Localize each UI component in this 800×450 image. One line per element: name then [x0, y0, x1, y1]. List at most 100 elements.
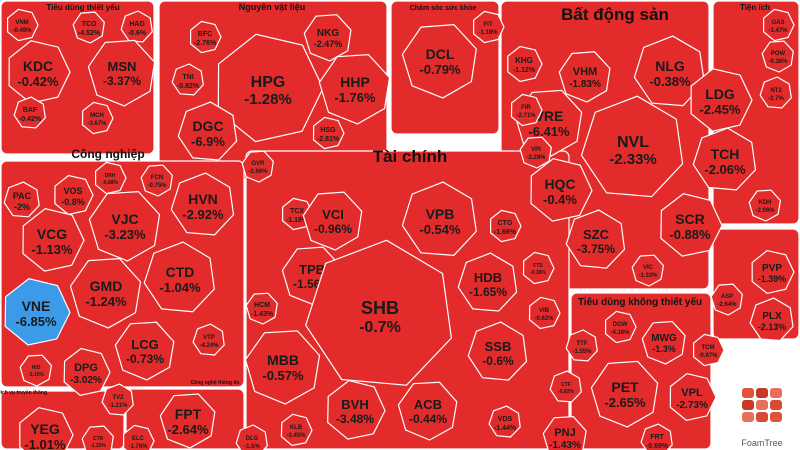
- ticker-label-hhp: HHP: [340, 74, 370, 90]
- stock-cell-gvr[interactable]: [241, 150, 274, 183]
- stock-cell-mwg[interactable]: [641, 320, 686, 365]
- stock-cell-vhm[interactable]: [558, 51, 611, 103]
- stock-cell-shb[interactable]: [305, 239, 453, 386]
- stock-cell-vci[interactable]: [302, 191, 363, 251]
- ticker-label-dpg: DPG: [74, 362, 98, 374]
- stock-cell-fcn[interactable]: [140, 164, 173, 197]
- stock-cell-ssb[interactable]: [467, 321, 528, 381]
- stock-cell-klb[interactable]: [280, 413, 313, 447]
- stock-cell-baf[interactable]: [13, 96, 46, 129]
- stock-cell-fit[interactable]: [473, 10, 505, 44]
- ticker-label-szc: SZC: [583, 227, 610, 242]
- stock-cell-nvl[interactable]: [580, 95, 684, 198]
- stock-cell-lcg[interactable]: [114, 321, 175, 381]
- stock-cell-hvn[interactable]: [170, 172, 235, 236]
- ticker-label-hqc: HQC: [544, 176, 575, 192]
- stock-cell-msn[interactable]: [87, 39, 156, 107]
- stock-cell-dcl[interactable]: [401, 23, 477, 99]
- stock-cell-pow[interactable]: [761, 40, 794, 73]
- change-label-mbb: -0.57%: [262, 368, 304, 383]
- stock-cell-dlg[interactable]: [235, 424, 268, 450]
- stock-cell-tch[interactable]: [692, 127, 757, 191]
- stock-cell-scr[interactable]: [660, 193, 723, 257]
- stock-cell-vtp[interactable]: [192, 323, 225, 356]
- stock-cell-fts[interactable]: [522, 251, 555, 285]
- ticker-label-yeg: YEG: [30, 421, 60, 437]
- stock-cell-ctg[interactable]: [490, 209, 522, 243]
- stock-cell-vos[interactable]: [54, 174, 94, 216]
- change-label-szc: -3.75%: [577, 242, 615, 256]
- stock-cell-ldg[interactable]: [690, 68, 753, 132]
- stock-cell-hqc[interactable]: [530, 158, 593, 222]
- ticker-label-pac: PAC: [13, 191, 32, 201]
- stock-cell-hhp[interactable]: [318, 53, 391, 125]
- stock-cell-dpg[interactable]: [63, 347, 111, 396]
- change-label-tv2: -1.21%: [108, 403, 128, 409]
- ticker-label-vre: VRE: [535, 108, 564, 124]
- stock-cell-khg[interactable]: [507, 45, 543, 83]
- stock-cell-bvh[interactable]: [327, 379, 386, 440]
- stock-cell-tco[interactable]: [72, 11, 105, 44]
- stock-cell-ctf[interactable]: [549, 370, 582, 403]
- stock-cell-kdc[interactable]: [8, 40, 71, 104]
- stock-cell-mch[interactable]: [81, 101, 114, 135]
- stock-cell-gmd[interactable]: [69, 257, 142, 329]
- stock-cell-pac[interactable]: [3, 181, 40, 218]
- stock-cell-hid[interactable]: [19, 354, 53, 387]
- stock-cell-tni[interactable]: [171, 63, 204, 96]
- stock-cell-vpl[interactable]: [669, 372, 717, 421]
- stock-cell-dgc[interactable]: [177, 101, 238, 161]
- group-title-10: Công nghệ thông tin: [191, 380, 240, 386]
- stock-cell-ctr[interactable]: [81, 425, 114, 450]
- stock-cell-vic[interactable]: [631, 254, 665, 287]
- stock-cell-kdh[interactable]: [748, 189, 782, 222]
- stock-cell-vcg[interactable]: [22, 208, 85, 272]
- ticker-label-kdc: KDC: [23, 58, 53, 74]
- change-label-fpt: -2.64%: [167, 422, 209, 437]
- stock-cell-bfc[interactable]: [190, 20, 222, 54]
- stock-cell-ctd[interactable]: [143, 241, 215, 313]
- stock-cell-hsg[interactable]: [312, 116, 345, 150]
- stock-cell-frt[interactable]: [640, 423, 673, 450]
- stock-cell-asp[interactable]: [710, 283, 743, 316]
- stock-cell-fir[interactable]: [510, 93, 543, 127]
- stock-cell-vds[interactable]: [488, 405, 521, 438]
- ticker-label-scr: SCR: [675, 211, 705, 227]
- stock-cell-hpg[interactable]: [217, 33, 324, 143]
- stock-cell-vnm[interactable]: [6, 8, 39, 42]
- stock-cell-hag[interactable]: [120, 10, 153, 43]
- stock-cell-nt2[interactable]: [759, 76, 792, 109]
- stock-cell-acb[interactable]: [397, 381, 458, 441]
- stock-cell-nkg[interactable]: [303, 14, 352, 62]
- stock-cell-hdb[interactable]: [457, 252, 518, 312]
- stock-cell-szc[interactable]: [565, 209, 626, 269]
- ticker-label-tco: TCO: [82, 21, 97, 28]
- stock-cell-vpb[interactable]: [401, 181, 477, 257]
- stock-cell-pet[interactable]: [590, 360, 659, 428]
- stock-cell-pnj[interactable]: [542, 415, 587, 450]
- ticker-label-vcg: VCG: [37, 226, 67, 242]
- stock-cell-drh[interactable]: [94, 161, 127, 195]
- change-label-nt2: -2.7%: [768, 96, 784, 102]
- stock-cell-ttf[interactable]: [565, 329, 598, 362]
- stock-cell-plx[interactable]: [749, 297, 794, 342]
- stock-cell-yeg[interactable]: [19, 407, 74, 450]
- stock-cell-mbb[interactable]: [244, 330, 321, 405]
- stock-cell-elc[interactable]: [122, 424, 155, 450]
- change-label-vos: -0.8%: [61, 197, 85, 207]
- stock-cell-tcm[interactable]: [692, 333, 725, 367]
- stock-cell-pvp[interactable]: [751, 249, 795, 295]
- stock-cell-tv2[interactable]: [101, 383, 134, 416]
- stock-cell-vne[interactable]: [4, 278, 71, 346]
- stock-cell-vjc[interactable]: [88, 190, 161, 262]
- group-title-1: Nguyên vật liệu: [239, 2, 306, 12]
- ticker-label-dlg: DLG: [246, 436, 259, 442]
- stock-cell-fpt[interactable]: [159, 393, 216, 449]
- change-label-fit: -1.18%: [478, 30, 498, 36]
- change-label-gas: -1.47%: [768, 28, 788, 34]
- stock-cell-hcm[interactable]: [245, 292, 278, 325]
- stock-cell-vib[interactable]: [528, 296, 561, 330]
- stock-cell-gas[interactable]: [762, 8, 795, 42]
- stock-cell-vpi[interactable]: [519, 136, 552, 169]
- stock-cell-dgw[interactable]: [604, 310, 637, 344]
